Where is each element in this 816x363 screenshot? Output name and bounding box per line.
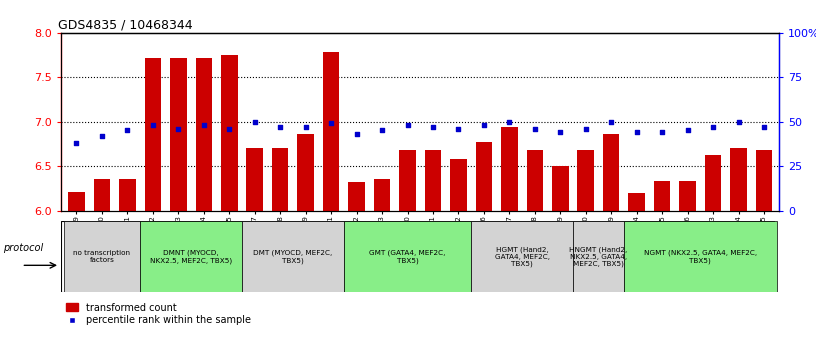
Point xyxy=(707,124,720,130)
Bar xyxy=(140,221,242,292)
Point xyxy=(172,126,185,132)
Text: DMT (MYOCD, MEF2C,
TBX5): DMT (MYOCD, MEF2C, TBX5) xyxy=(253,250,333,264)
Bar xyxy=(119,179,135,211)
Text: no transcription
factors: no transcription factors xyxy=(73,250,131,263)
Bar xyxy=(69,192,85,211)
Point xyxy=(401,122,414,128)
Bar xyxy=(628,193,645,211)
Bar xyxy=(526,150,543,211)
Bar xyxy=(654,181,671,211)
Text: DMNT (MYOCD,
NKX2.5, MEF2C, TBX5): DMNT (MYOCD, NKX2.5, MEF2C, TBX5) xyxy=(150,250,232,264)
Point xyxy=(350,131,363,137)
Bar xyxy=(64,221,140,292)
Point xyxy=(503,119,516,125)
Bar xyxy=(552,166,569,211)
Point xyxy=(121,128,134,134)
Point xyxy=(248,119,261,125)
Point xyxy=(630,129,643,135)
Text: HGMT (Hand2,
GATA4, MEF2C,
TBX5): HGMT (Hand2, GATA4, MEF2C, TBX5) xyxy=(494,246,550,267)
Bar xyxy=(450,159,467,211)
Bar xyxy=(730,148,747,211)
Point xyxy=(477,122,490,128)
Point xyxy=(452,126,465,132)
Bar xyxy=(603,134,619,211)
Bar xyxy=(476,142,492,211)
Bar xyxy=(323,52,339,211)
Bar xyxy=(348,182,365,211)
Point xyxy=(375,128,388,134)
Text: GMT (GATA4, MEF2C,
TBX5): GMT (GATA4, MEF2C, TBX5) xyxy=(370,250,446,264)
Legend: transformed count, percentile rank within the sample: transformed count, percentile rank withi… xyxy=(66,302,251,326)
Point xyxy=(579,126,592,132)
Bar xyxy=(471,221,573,292)
Bar xyxy=(196,58,212,211)
Bar xyxy=(242,221,344,292)
Bar xyxy=(246,148,263,211)
Point xyxy=(223,126,236,132)
Bar xyxy=(374,179,390,211)
Bar xyxy=(297,134,314,211)
Bar xyxy=(424,150,441,211)
Bar xyxy=(144,58,161,211)
Bar xyxy=(680,181,696,211)
Point xyxy=(299,124,313,130)
Point xyxy=(732,119,745,125)
Bar xyxy=(573,221,624,292)
Point xyxy=(655,129,668,135)
Point xyxy=(757,124,770,130)
Bar xyxy=(578,150,594,211)
Bar xyxy=(344,221,471,292)
Text: GDS4835 / 10468344: GDS4835 / 10468344 xyxy=(58,19,193,32)
Point xyxy=(70,140,83,146)
Point xyxy=(197,122,211,128)
Point xyxy=(554,129,567,135)
Text: NGMT (NKX2.5, GATA4, MEF2C,
TBX5): NGMT (NKX2.5, GATA4, MEF2C, TBX5) xyxy=(644,250,757,264)
Bar xyxy=(501,127,517,211)
Bar xyxy=(272,148,289,211)
Bar xyxy=(705,155,721,211)
Point xyxy=(528,126,541,132)
Point xyxy=(325,121,338,126)
Text: protocol: protocol xyxy=(3,243,43,253)
Bar xyxy=(756,150,772,211)
Bar xyxy=(221,55,237,211)
Point xyxy=(681,128,694,134)
Bar xyxy=(624,221,777,292)
Bar xyxy=(399,150,416,211)
Bar xyxy=(94,179,110,211)
Point xyxy=(146,122,159,128)
Point xyxy=(273,124,286,130)
Bar xyxy=(170,58,187,211)
Point xyxy=(95,133,109,139)
Text: HNGMT (Hand2,
NKX2.5, GATA4,
MEF2C, TBX5): HNGMT (Hand2, NKX2.5, GATA4, MEF2C, TBX5… xyxy=(570,246,628,267)
Point xyxy=(605,119,618,125)
Point xyxy=(427,124,440,130)
